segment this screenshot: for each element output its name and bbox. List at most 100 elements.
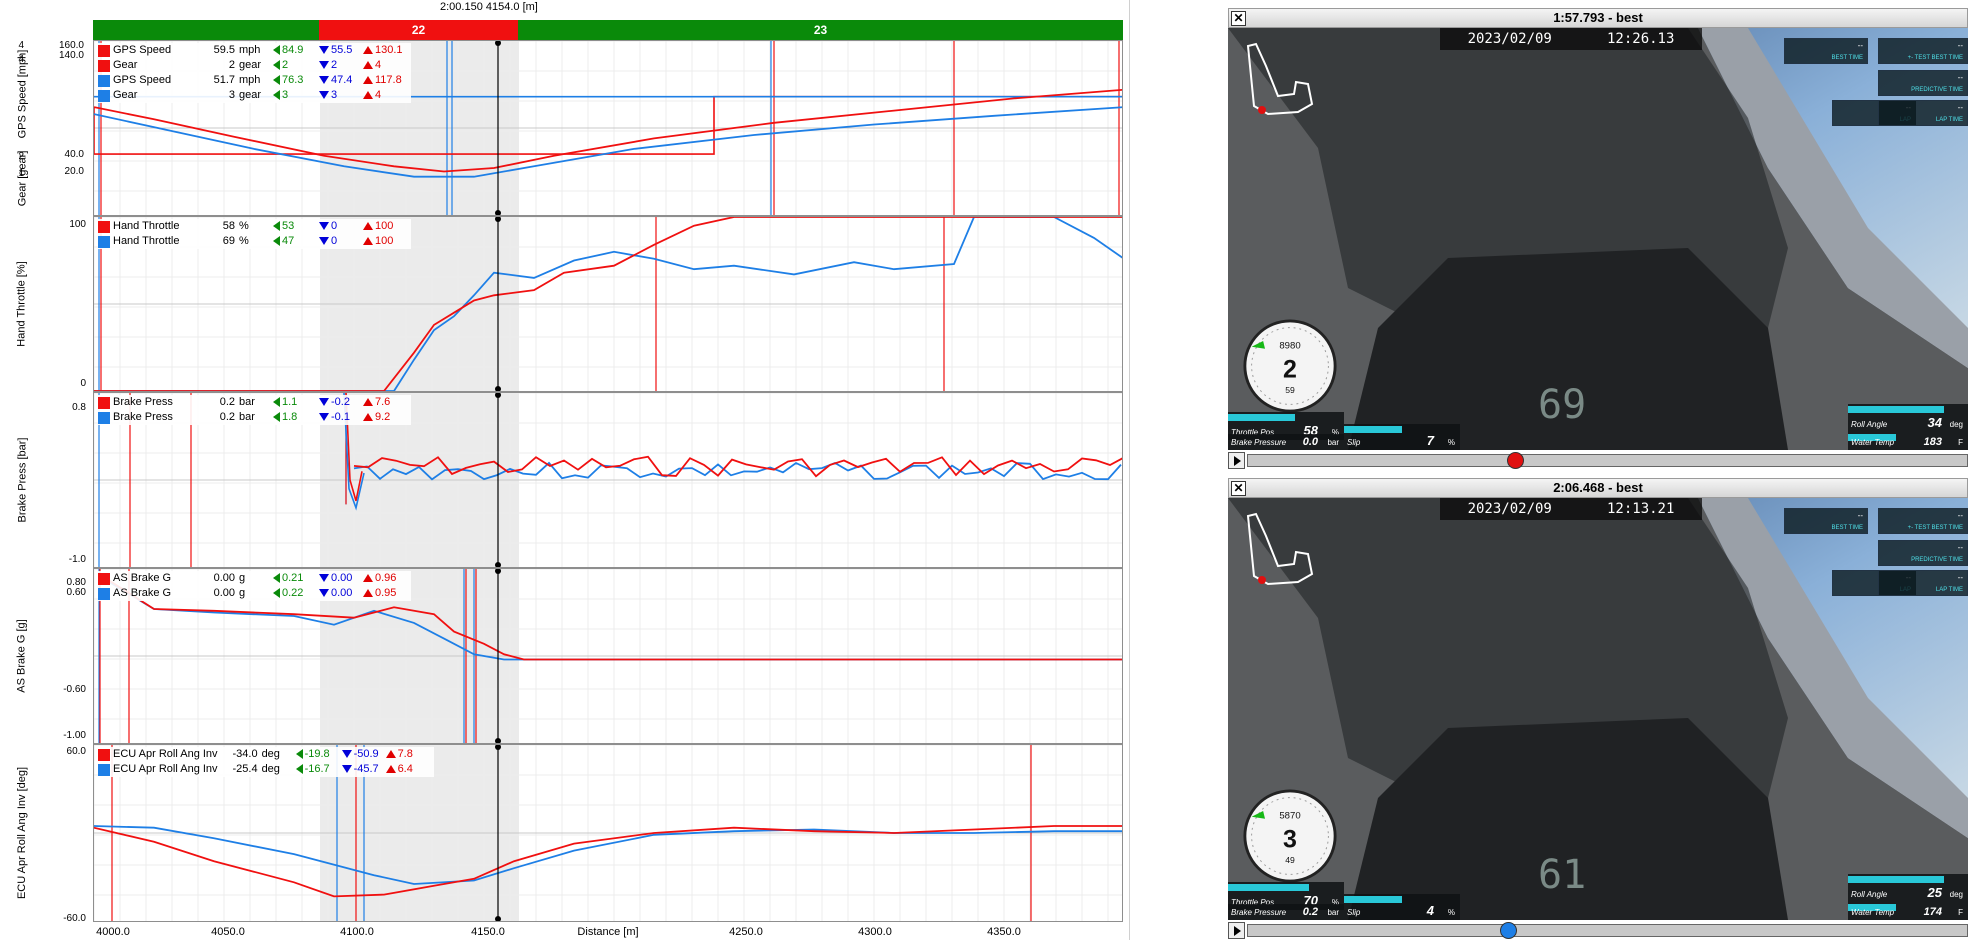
lap-segment-bar-22[interactable]: 22 — [319, 20, 518, 40]
max-value: 0.95 — [375, 587, 397, 599]
hud-label: +- TEST BEST TIME — [1907, 525, 1963, 531]
channel-min: 0.00 — [319, 586, 363, 601]
video-panel-2[interactable]: ✕ 2:06.468 - best 61 2023/02/09 12:13.21 -- BE… — [1228, 478, 1968, 940]
legend-row[interactable]: AS Brake G 0.00 g 0.21 0.00 0.96 — [98, 571, 411, 586]
tachometer-gauge: 5870 349 — [1243, 789, 1337, 883]
seek-knob[interactable] — [1506, 452, 1524, 469]
splitter[interactable] — [1129, 0, 1130, 940]
trace-red — [101, 575, 1122, 661]
play-icon[interactable] — [1228, 922, 1245, 939]
plot-area[interactable]: ECU Apr Roll Ang Inv -34.0 deg -19.8 -50.9 7.… — [93, 744, 1123, 922]
channel-name: Brake Press — [113, 411, 173, 423]
gauge-speed: 49 — [1285, 855, 1295, 865]
channel-max: 117.8 — [363, 73, 411, 88]
hud-box: -- BEST TIME — [1784, 508, 1868, 534]
roll-overlay: Roll Angle 25 deg — [1848, 874, 1968, 902]
legend-row[interactable]: Brake Press 0.2 bar 1.1 -0.2 7.6 — [98, 395, 411, 410]
min-value: -0.1 — [331, 411, 350, 423]
channel-avg: 84.9 — [273, 43, 319, 58]
plot-area[interactable]: AS Brake G 0.00 g 0.21 0.00 0.96 AS Brake G 0.0… — [93, 568, 1123, 744]
roll-label: Roll Angle — [1851, 420, 1888, 429]
lap-segment-bar-0[interactable] — [93, 20, 319, 40]
channel-legend: AS Brake G 0.00 g 0.21 0.00 0.96 AS Brake G 0.0… — [98, 571, 411, 601]
throttle-unit: % — [1331, 428, 1339, 437]
legend-row[interactable]: Hand Throttle 69% 47 0 100 — [98, 234, 411, 249]
hud-box: -- PREDICTIVE TIME — [1878, 540, 1968, 566]
legend-row[interactable]: Brake Press 0.2 bar 1.8 -0.1 9.2 — [98, 410, 411, 425]
play-icon[interactable] — [1228, 452, 1245, 469]
brake-unit: bar — [1327, 438, 1339, 447]
dashboard-speed: 69 — [1538, 382, 1586, 428]
left-arrow-icon — [273, 412, 280, 423]
channel-name: Hand Throttle — [113, 235, 180, 247]
legend-row[interactable]: GPS Speed 51.7 mph 76.3 47.4 117.8 — [98, 73, 411, 88]
time-text: 12:26.13 — [1606, 31, 1675, 47]
x-tick: 4100.0 — [340, 926, 374, 938]
plot-area[interactable]: Hand Throttle 58% 53 0 100 Hand Throttle 69% 47… — [93, 216, 1123, 392]
down-arrow-icon — [341, 765, 352, 774]
y-tick: -60.0 — [63, 912, 86, 924]
down-arrow-icon — [319, 76, 329, 85]
water-unit: F — [1958, 438, 1963, 447]
channel-avg: 1.8 — [273, 410, 319, 425]
trace-red-spike — [345, 393, 363, 502]
up-arrow-icon — [363, 61, 373, 70]
channel-avg: 0.21 — [273, 571, 319, 586]
cursor-handle — [495, 210, 501, 215]
legend-row[interactable]: ECU Apr Roll Ang Inv -34.0 deg -19.8 -50.9 7.… — [98, 747, 434, 762]
slip-overlay: Slip 4% — [1344, 894, 1460, 920]
lap-segment-bar-23[interactable]: 23 — [518, 20, 1123, 40]
legend-row[interactable]: Gear 2 gear 2 2 4 — [98, 58, 411, 73]
up-arrow-icon — [363, 76, 373, 85]
avg-value: 53 — [282, 220, 295, 232]
series-swatch — [98, 89, 110, 102]
close-icon[interactable]: ✕ — [1231, 481, 1246, 496]
legend-row[interactable]: AS Brake G 0.00 g 0.22 0.00 0.95 — [98, 586, 411, 601]
legend-row[interactable]: Hand Throttle 58% 53 0 100 — [98, 219, 411, 234]
gauge-needle — [1251, 811, 1266, 819]
chart-panel-3[interactable]: Brake Press [bar] 0.8 -1.0 Brake Press 0.2 ba… — [0, 392, 1136, 568]
hud-value: -- — [1957, 573, 1963, 582]
plot-area[interactable]: GPS Speed 59.5 mph 84.9 55.5 130.1 Gear 2 gear 2 2… — [93, 40, 1123, 216]
roll-value: 34 — [1927, 415, 1942, 430]
close-icon[interactable]: ✕ — [1231, 11, 1246, 26]
max-value: 100 — [375, 220, 394, 232]
video-frame[interactable]: 69 2023/02/09 12:26.13 -- BEST TIME -- +- TEST… — [1228, 28, 1968, 450]
chart-panel-5[interactable]: ECU Apr Roll Ang Inv [deg] 60.0 -60.0 ECU A… — [0, 744, 1136, 924]
series-swatch — [98, 587, 110, 600]
y-tick: 0.8 — [72, 402, 86, 414]
chart-panel-2[interactable]: Hand Throttle [%] 100 0 Hand Throttle 58% 53 0… — [0, 216, 1136, 392]
video-title-bar[interactable]: ✕ 2:06.468 - best — [1228, 478, 1968, 498]
x-tick: 4050.0 — [211, 926, 245, 938]
series-swatch — [98, 59, 110, 72]
y-tick: -0.60 — [63, 683, 86, 695]
slip-fill — [1344, 896, 1402, 903]
channel-avg: 76.3 — [273, 73, 319, 88]
seek-bar[interactable] — [1247, 922, 1968, 939]
channel-unit: deg — [261, 763, 280, 775]
hud-box: -- LAP TIME — [1878, 570, 1968, 596]
channel-unit: % — [239, 220, 249, 232]
legend-row[interactable]: Gear 3 gear 3 3 4 — [98, 88, 411, 103]
chart-panel-1[interactable]: Gear [gear] GPS Speed [mph] 160.0 140.0 40.… — [0, 40, 1136, 216]
min-value: 55.5 — [331, 44, 353, 56]
gauge-speed: 59 — [1285, 385, 1295, 395]
legend-row[interactable]: GPS Speed 59.5 mph 84.9 55.5 130.1 — [98, 43, 411, 58]
seek-bar[interactable] — [1247, 452, 1968, 469]
y-tick: 0 — [80, 377, 86, 389]
down-arrow-icon — [319, 91, 329, 100]
plot-area[interactable]: Brake Press 0.2 bar 1.1 -0.2 7.6 Brake Press 0.… — [93, 392, 1123, 568]
legend-row[interactable]: ECU Apr Roll Ang Inv -25.4 deg -16.7 -45.7 6.… — [98, 762, 434, 777]
video-frame[interactable]: 61 2023/02/09 12:13.21 -- BEST TIME -- +- TEST… — [1228, 498, 1968, 920]
trace-blue — [94, 106, 1122, 178]
chart-panel-4[interactable]: AS Brake G [g] 0.80 0.60 -0.60 -1.00 AS Brake… — [0, 568, 1136, 744]
channel-legend: Hand Throttle 58% 53 0 100 Hand Throttle 69% 47… — [98, 219, 411, 249]
video-panel-1[interactable]: ✕ 1:57.793 - best 69 2023/02/09 12:26.13 -- BE… — [1228, 8, 1968, 470]
channel-min: 0 — [319, 234, 363, 249]
channel-unit: % — [239, 235, 249, 247]
up-arrow-icon — [363, 574, 373, 583]
video-title-bar[interactable]: ✕ 1:57.793 - best — [1228, 8, 1968, 28]
telemetry-charts: 2:00.150 4154.0 [m] 22 23 Gear [gear] GP… — [0, 0, 1136, 940]
seek-knob[interactable] — [1499, 922, 1517, 939]
track-edge — [1698, 498, 1968, 838]
